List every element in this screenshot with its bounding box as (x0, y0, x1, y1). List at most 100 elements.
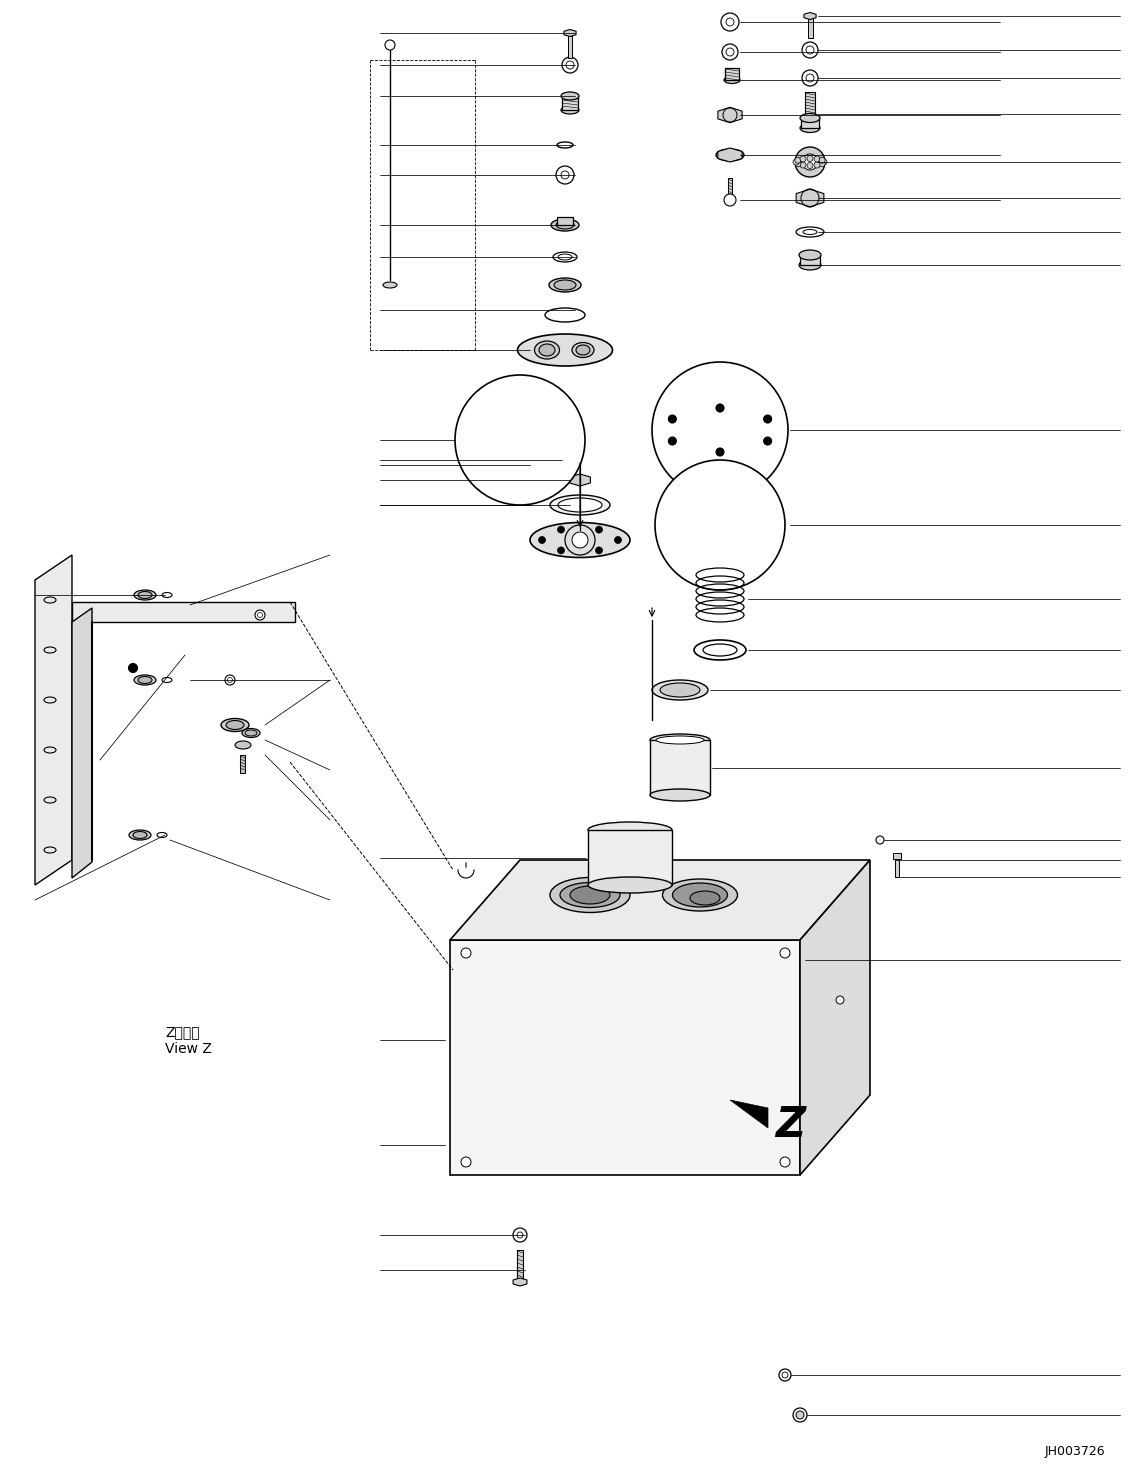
Ellipse shape (550, 877, 630, 912)
Circle shape (726, 48, 734, 56)
Ellipse shape (221, 718, 249, 732)
Circle shape (669, 416, 677, 423)
Circle shape (782, 1372, 788, 1378)
Polygon shape (800, 859, 870, 1175)
Circle shape (779, 1369, 790, 1381)
Circle shape (566, 62, 574, 69)
Ellipse shape (703, 643, 737, 657)
Circle shape (385, 40, 395, 50)
Circle shape (819, 160, 825, 167)
Bar (893, 853, 901, 859)
Ellipse shape (796, 228, 823, 237)
Circle shape (802, 43, 818, 57)
Ellipse shape (138, 677, 151, 683)
Circle shape (808, 156, 813, 162)
Polygon shape (450, 940, 800, 1175)
Polygon shape (718, 107, 743, 123)
Ellipse shape (562, 106, 579, 115)
Ellipse shape (551, 219, 579, 231)
Bar (726, 68, 739, 79)
Ellipse shape (656, 736, 704, 743)
Circle shape (556, 166, 574, 184)
Circle shape (716, 448, 724, 455)
Ellipse shape (235, 740, 251, 749)
Polygon shape (72, 608, 92, 878)
Circle shape (257, 613, 262, 617)
Text: View Z: View Z (165, 1042, 212, 1056)
Circle shape (814, 162, 820, 167)
Ellipse shape (798, 260, 821, 270)
Circle shape (557, 526, 565, 533)
Polygon shape (450, 859, 870, 940)
Circle shape (228, 677, 232, 683)
Circle shape (562, 170, 570, 179)
Bar (805, 93, 816, 115)
Circle shape (461, 948, 472, 958)
Ellipse shape (539, 344, 555, 355)
Circle shape (808, 163, 813, 169)
Circle shape (806, 73, 814, 82)
Circle shape (721, 13, 739, 31)
Ellipse shape (576, 345, 590, 355)
Circle shape (129, 664, 138, 673)
Circle shape (655, 460, 785, 591)
Ellipse shape (550, 495, 611, 516)
Ellipse shape (690, 892, 720, 905)
Circle shape (716, 404, 724, 411)
Circle shape (726, 18, 734, 26)
Bar (650, 740, 710, 795)
Ellipse shape (694, 640, 746, 660)
Ellipse shape (517, 333, 613, 366)
Ellipse shape (554, 253, 577, 261)
Circle shape (562, 57, 577, 73)
Circle shape (800, 156, 806, 162)
Ellipse shape (672, 883, 728, 906)
Polygon shape (718, 148, 743, 162)
Circle shape (615, 536, 622, 544)
Ellipse shape (129, 830, 151, 840)
Ellipse shape (226, 720, 244, 730)
Circle shape (763, 416, 771, 423)
Ellipse shape (534, 341, 559, 358)
Circle shape (836, 996, 844, 1003)
Circle shape (876, 836, 884, 845)
Circle shape (722, 44, 738, 60)
Ellipse shape (549, 278, 581, 292)
Ellipse shape (558, 254, 572, 260)
Ellipse shape (572, 342, 595, 357)
Ellipse shape (134, 674, 156, 685)
Bar (588, 830, 672, 884)
Ellipse shape (716, 148, 744, 162)
Circle shape (557, 455, 567, 466)
Circle shape (517, 1232, 523, 1238)
Ellipse shape (530, 523, 630, 558)
Polygon shape (513, 1278, 527, 1285)
Circle shape (596, 546, 603, 554)
Circle shape (596, 526, 603, 533)
Circle shape (780, 1158, 790, 1166)
Ellipse shape (588, 823, 672, 837)
Ellipse shape (558, 498, 603, 513)
Ellipse shape (803, 229, 817, 235)
Bar (801, 118, 819, 128)
Circle shape (795, 147, 825, 176)
Circle shape (513, 1228, 527, 1241)
Text: JH003726: JH003726 (1044, 1445, 1105, 1459)
Circle shape (461, 1158, 472, 1166)
Ellipse shape (798, 250, 821, 260)
Circle shape (572, 532, 588, 548)
Ellipse shape (570, 886, 611, 903)
Circle shape (793, 1407, 808, 1422)
Circle shape (795, 157, 801, 163)
Polygon shape (570, 474, 590, 486)
Polygon shape (804, 13, 816, 19)
Polygon shape (564, 29, 576, 37)
Circle shape (819, 157, 825, 163)
Ellipse shape (554, 281, 576, 289)
Ellipse shape (560, 883, 620, 908)
Ellipse shape (650, 789, 710, 801)
Circle shape (669, 436, 677, 445)
Circle shape (557, 546, 565, 554)
Ellipse shape (650, 734, 710, 746)
Circle shape (802, 71, 818, 87)
